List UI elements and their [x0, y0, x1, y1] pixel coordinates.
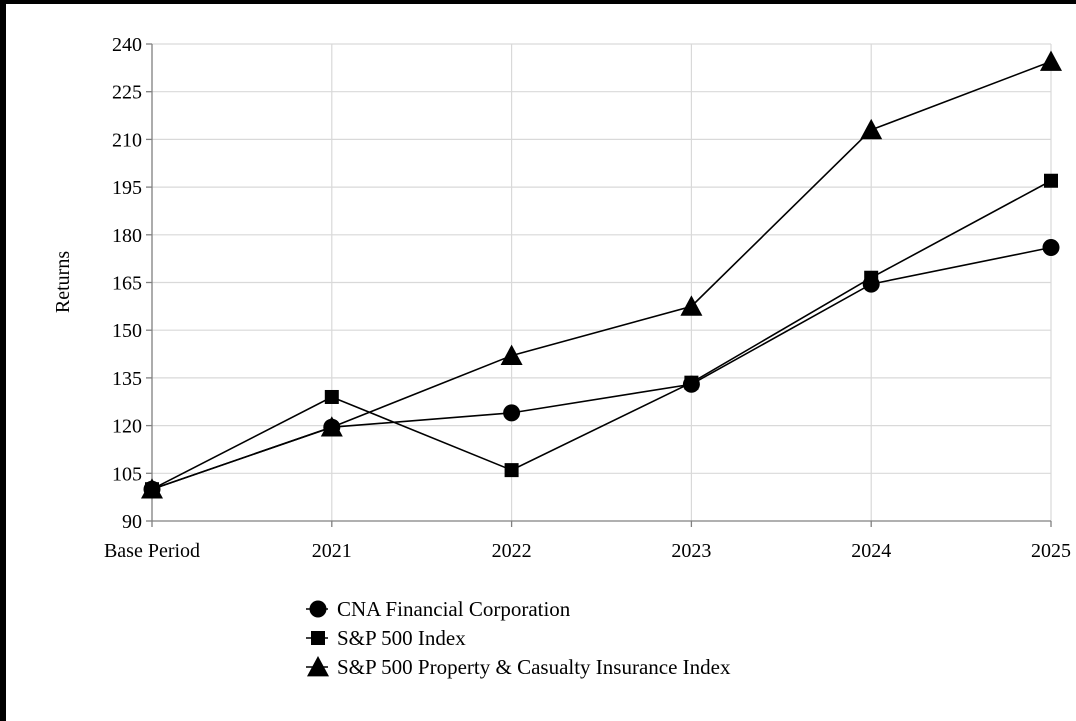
legend-item: CNA Financial Corporation	[306, 597, 571, 621]
legend-marker-circle	[309, 600, 327, 618]
y-tick-label: 225	[112, 82, 142, 104]
legend-label: CNA Financial Corporation	[337, 597, 571, 621]
data-point-triangle	[141, 478, 163, 499]
series-triangle	[141, 50, 1062, 499]
data-point-square	[324, 389, 339, 404]
legend-label: S&P 500 Index	[337, 626, 466, 650]
series-line	[151, 60, 1052, 490]
y-tick-label: 150	[112, 320, 142, 342]
data-point-triangle	[500, 344, 523, 365]
data-point-square	[504, 463, 519, 478]
data-point-square	[864, 270, 879, 285]
data-point-triangle	[860, 118, 883, 140]
data-point-triangle	[320, 416, 343, 437]
x-tick-label: 2023	[671, 540, 711, 562]
y-tick-labels: 90 105 120 135 150 165 180 195 210 225 240	[112, 34, 142, 533]
data-point-triangle	[1040, 50, 1062, 71]
legend: CNA Financial Corporation S&P 500 Index S&…	[306, 597, 731, 679]
y-tick-label: 135	[112, 368, 142, 390]
legend-item: S&P 500 Property & Casualty Insurance In…	[306, 655, 731, 679]
series-line	[151, 180, 1052, 490]
x-tick-label: Base Period	[104, 540, 200, 562]
gridlines	[152, 43, 1052, 521]
data-point-triangle	[680, 295, 703, 316]
axes	[146, 43, 1052, 527]
data-point-circle	[503, 404, 521, 422]
series-group	[141, 50, 1062, 499]
legend-marker-square	[311, 631, 325, 645]
data-point-square	[684, 375, 699, 390]
data-point-circle	[1042, 239, 1060, 257]
series-line	[151, 246, 1052, 490]
y-tick-label: 210	[112, 129, 142, 151]
legend-item: S&P 500 Index	[306, 626, 466, 650]
x-tick-label: 2021	[312, 540, 352, 562]
legend-label: S&P 500 Property & Casualty Insurance In…	[337, 655, 731, 679]
x-tick-label: 2025	[1031, 540, 1071, 562]
series-circle	[143, 239, 1060, 498]
y-tick-label: 240	[112, 34, 142, 56]
y-tick-label: 195	[112, 177, 142, 199]
x-tick-label: 2024	[851, 540, 891, 562]
y-tick-label: 120	[112, 416, 142, 438]
x-tick-labels: Base Period 2021 2022 2023 2024 2025	[104, 540, 1071, 562]
y-tick-label: 165	[112, 273, 142, 295]
y-tick-label: 180	[112, 225, 142, 247]
data-point-square	[1044, 173, 1058, 188]
x-tick-label: 2022	[492, 540, 532, 562]
series-square	[145, 173, 1058, 497]
y-axis-title: Returns	[52, 251, 74, 313]
y-tick-label: 90	[122, 511, 142, 533]
legend-marker-triangle	[307, 656, 329, 677]
y-tick-label: 105	[112, 463, 142, 485]
